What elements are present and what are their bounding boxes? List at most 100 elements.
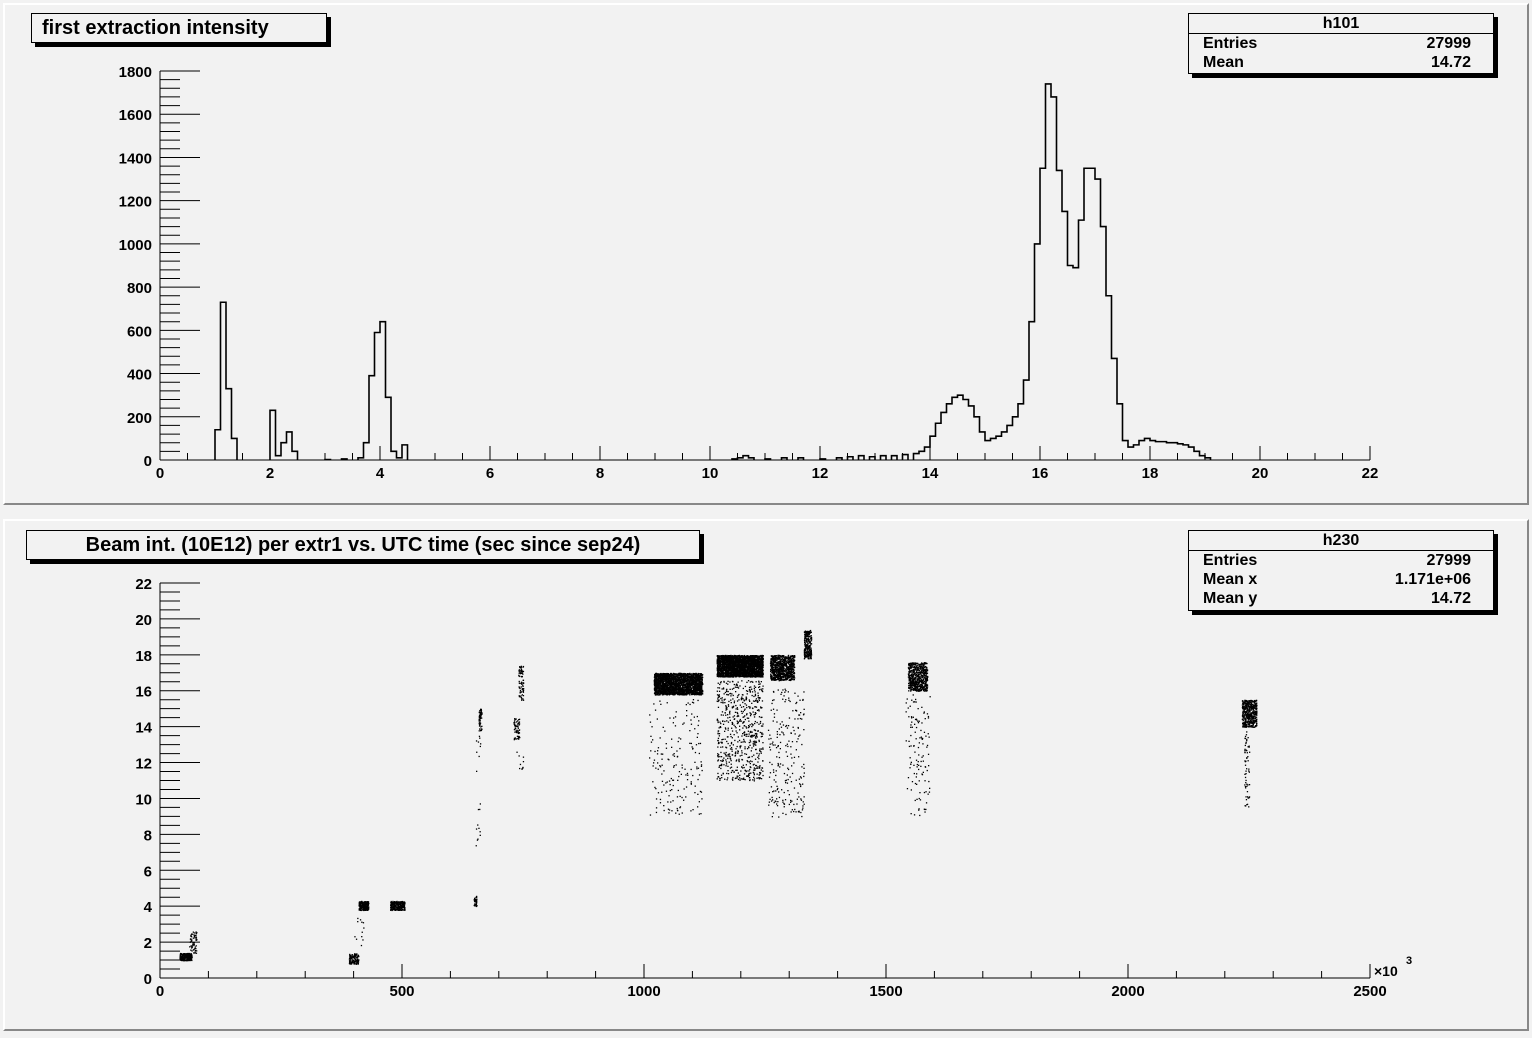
scatter-point (699, 790, 702, 793)
scatter-point (367, 907, 369, 909)
scatter-point (692, 677, 694, 679)
scatter-point (672, 779, 674, 781)
scatter-point (697, 673, 700, 675)
scatter-point (679, 694, 681, 696)
scatter-point (678, 676, 680, 678)
scatter-point (403, 905, 405, 907)
scatter-point (519, 767, 521, 770)
scatter-point (683, 685, 685, 687)
scatter-point (655, 685, 657, 687)
scatter-point (695, 683, 697, 685)
scatter-point (753, 666, 755, 668)
scatter-point (398, 903, 400, 905)
scatter-point (700, 691, 702, 693)
scatter-point (700, 692, 703, 694)
scatter-point (669, 692, 671, 694)
scatter-point (479, 720, 481, 722)
scatter-point (698, 686, 700, 689)
y-tick-label: 10 (135, 791, 152, 808)
scatter-point (732, 660, 734, 662)
scatter-point (666, 676, 668, 678)
scatter-point (182, 954, 184, 956)
scatter-point (676, 676, 679, 678)
scatter-point (678, 677, 680, 679)
scatter-point (513, 722, 515, 724)
scatter-point (519, 692, 521, 694)
scatter-point (478, 719, 480, 721)
scatter-point (674, 676, 676, 678)
scatter-point (191, 946, 193, 948)
scatter-point (670, 679, 672, 681)
scatter-point (698, 801, 700, 803)
scatter-point (672, 682, 674, 684)
scatter-point (671, 810, 673, 812)
scatter-point (662, 684, 664, 686)
scatter-point (522, 671, 524, 673)
scatter-point (513, 739, 515, 741)
scatter-point (656, 676, 658, 678)
scatter-point (697, 675, 699, 677)
scatter-point (192, 931, 194, 933)
scatter-point (659, 802, 662, 804)
scatter-point (686, 683, 688, 685)
scatter-point (678, 674, 680, 676)
scatter-point (518, 674, 520, 676)
scatter-point (660, 679, 662, 681)
scatter-point (678, 683, 680, 685)
scatter-point (654, 674, 656, 676)
x-tick-label: 16 (1032, 465, 1049, 482)
scatter-point (676, 796, 679, 798)
scatter-point (672, 693, 675, 695)
scatter-point (518, 718, 521, 720)
scatter-point (674, 676, 677, 678)
scatter-point (661, 764, 663, 766)
scatter-point (194, 951, 196, 953)
scatter-point (192, 949, 195, 951)
scatter-point (654, 678, 656, 680)
scatter-point (682, 680, 685, 682)
scatter-point (676, 682, 678, 684)
scatter-point (687, 680, 689, 682)
scatter-point (668, 759, 670, 761)
scatter-point (692, 748, 694, 750)
scatter-point (679, 685, 682, 687)
scatter-point (475, 740, 478, 742)
scatter-point (658, 689, 660, 691)
scatter-point (672, 679, 675, 681)
scatter-point (676, 684, 679, 686)
scatter-point (679, 687, 682, 689)
scatter-point (194, 935, 196, 937)
scatter-point (701, 678, 703, 681)
scatter-point (363, 901, 365, 903)
scatter-point (520, 667, 522, 669)
scatter-point (672, 676, 674, 679)
y-tick-label: 20 (135, 612, 152, 629)
scatter-point (674, 692, 676, 694)
scatter-point (665, 691, 668, 693)
scatter-point (677, 779, 679, 781)
scatter-point (655, 694, 657, 696)
scatter-point (354, 955, 356, 958)
scatter-point (184, 953, 186, 955)
scatter-point (195, 945, 197, 947)
scatter-point (682, 692, 684, 694)
scatter-point (668, 674, 671, 676)
y-tick-label: 2 (144, 935, 152, 952)
scatter-point (515, 724, 517, 726)
scatter-point (655, 686, 657, 688)
scatter-point (649, 721, 652, 723)
scatter-points (179, 629, 1258, 965)
scatter-point (680, 674, 682, 676)
scatter-point (354, 958, 356, 960)
scatter-point (354, 959, 356, 961)
scatter-point (678, 737, 680, 739)
scatter-point (190, 957, 192, 960)
scatter-point (690, 723, 693, 725)
scatter-point (700, 764, 703, 766)
scatter-point (665, 676, 667, 678)
scatter-point (660, 684, 662, 687)
scatter-point (666, 674, 669, 676)
scatter-point (680, 678, 683, 680)
scatter-point (181, 954, 183, 956)
scatter-point (653, 676, 656, 678)
